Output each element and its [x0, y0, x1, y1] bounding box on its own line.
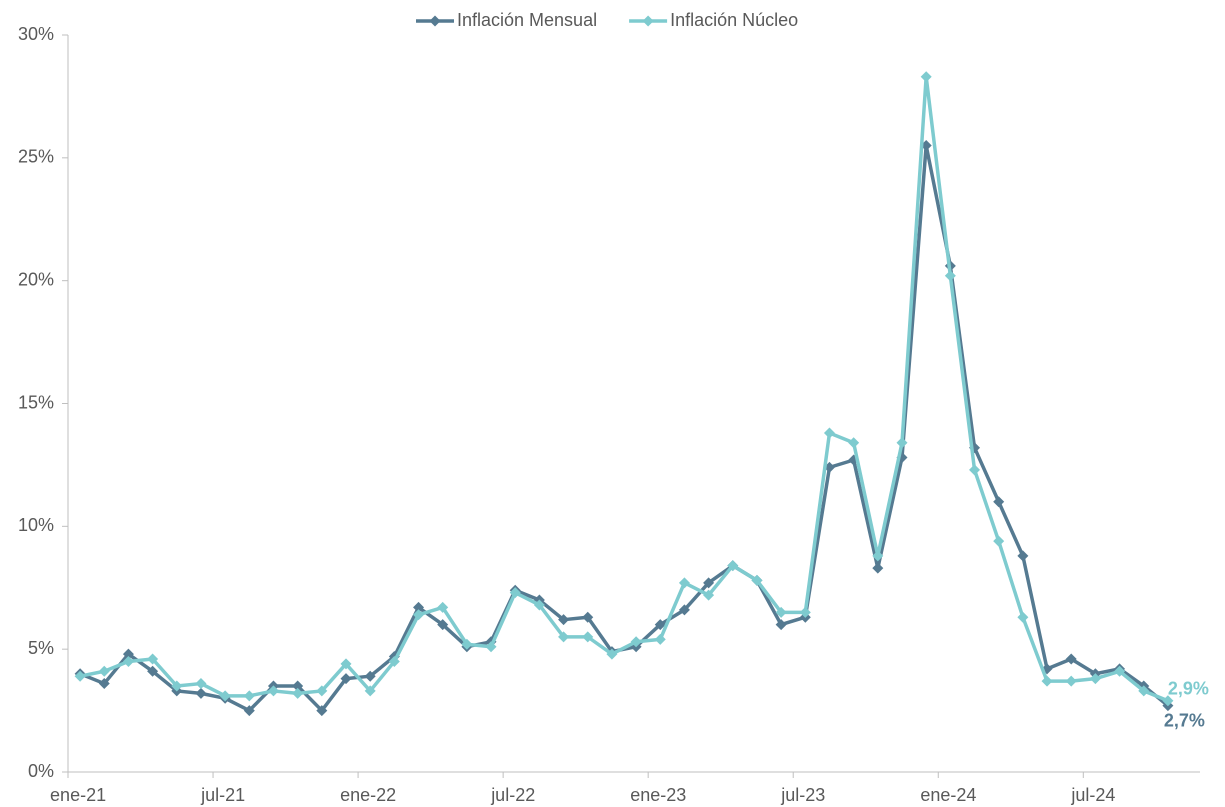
series-marker: [703, 577, 715, 589]
series-marker: [243, 705, 255, 717]
legend-label: Inflación Núcleo: [670, 10, 798, 30]
series-marker: [799, 606, 811, 618]
series-marker: [195, 678, 207, 690]
series-marker: [993, 535, 1005, 547]
series-marker: [195, 687, 207, 699]
series-marker: [292, 687, 304, 699]
series-marker: [1017, 550, 1029, 562]
series-marker: [727, 560, 739, 572]
series-marker: [413, 601, 425, 613]
x-tick-label: ene-23: [630, 785, 686, 805]
series-marker: [147, 665, 159, 677]
series-marker: [171, 680, 183, 692]
series-marker: [437, 601, 449, 613]
legend-label: Inflación Mensual: [457, 10, 597, 30]
series-marker: [243, 690, 255, 702]
series-marker: [823, 427, 835, 439]
y-tick-label: 10%: [18, 515, 54, 535]
series-marker: [775, 619, 787, 631]
series-marker: [751, 574, 763, 586]
series-marker: [606, 648, 618, 660]
y-tick-label: 30%: [18, 24, 54, 44]
series-line: [79, 75, 1169, 703]
series-marker: [1089, 673, 1101, 685]
series-marker: [437, 619, 449, 631]
legend-marker: [429, 15, 441, 27]
series-marker: [74, 670, 86, 682]
series-marker: [219, 690, 231, 702]
x-tick-label: ene-24: [920, 785, 976, 805]
series-marker: [316, 685, 328, 697]
x-tick-label: ene-22: [340, 785, 396, 805]
series-marker: [1017, 611, 1029, 623]
series-marker: [98, 665, 110, 677]
series-marker: [267, 685, 279, 697]
series-marker: [654, 633, 666, 645]
series-marker: [944, 270, 956, 282]
series-marker: [461, 638, 473, 650]
series-marker: [316, 705, 328, 717]
series-marker: [582, 611, 594, 623]
x-tick-label: jul-22: [490, 785, 535, 805]
series-marker: [872, 550, 884, 562]
data-label: 2,7%: [1164, 710, 1205, 730]
y-tick-label: 20%: [18, 269, 54, 289]
series-marker: [872, 562, 884, 574]
series-marker: [364, 670, 376, 682]
series-marker: [122, 655, 134, 667]
y-tick-label: 5%: [28, 638, 54, 658]
series-marker: [1065, 653, 1077, 665]
y-tick-label: 15%: [18, 392, 54, 412]
series-marker: [1065, 675, 1077, 687]
x-tick-label: jul-23: [780, 785, 825, 805]
series-marker: [98, 678, 110, 690]
series-marker: [340, 673, 352, 685]
x-tick-label: jul-21: [200, 785, 245, 805]
data-label: 2,9%: [1168, 679, 1209, 699]
series-marker: [485, 641, 497, 653]
series-marker: [509, 587, 521, 599]
series-marker: [1114, 665, 1126, 677]
series-marker: [1162, 695, 1174, 707]
x-tick-label: jul-24: [1070, 785, 1115, 805]
series-marker: [1138, 685, 1150, 697]
series-marker: [340, 658, 352, 670]
series-marker: [364, 685, 376, 697]
series-line: [79, 143, 1170, 713]
series-marker: [654, 619, 666, 631]
series-marker: [969, 464, 981, 476]
series-marker: [413, 609, 425, 621]
series-marker: [1041, 675, 1053, 687]
series-marker: [558, 614, 570, 626]
series-marker: [147, 653, 159, 665]
series-marker: [292, 680, 304, 692]
series-marker: [703, 589, 715, 601]
x-tick-label: ene-21: [50, 785, 106, 805]
series-marker: [993, 496, 1005, 508]
series-marker: [582, 631, 594, 643]
series-marker: [775, 606, 787, 618]
series-marker: [920, 71, 932, 83]
y-tick-label: 25%: [18, 147, 54, 167]
legend-marker: [642, 15, 654, 27]
series-marker: [630, 636, 642, 648]
series-marker: [848, 437, 860, 449]
series-marker: [388, 655, 400, 667]
y-tick-label: 0%: [28, 761, 54, 781]
series-marker: [678, 604, 690, 616]
series-marker: [122, 648, 134, 660]
series-marker: [558, 631, 570, 643]
series-marker: [896, 437, 908, 449]
series-marker: [533, 599, 545, 611]
series-marker: [678, 577, 690, 589]
